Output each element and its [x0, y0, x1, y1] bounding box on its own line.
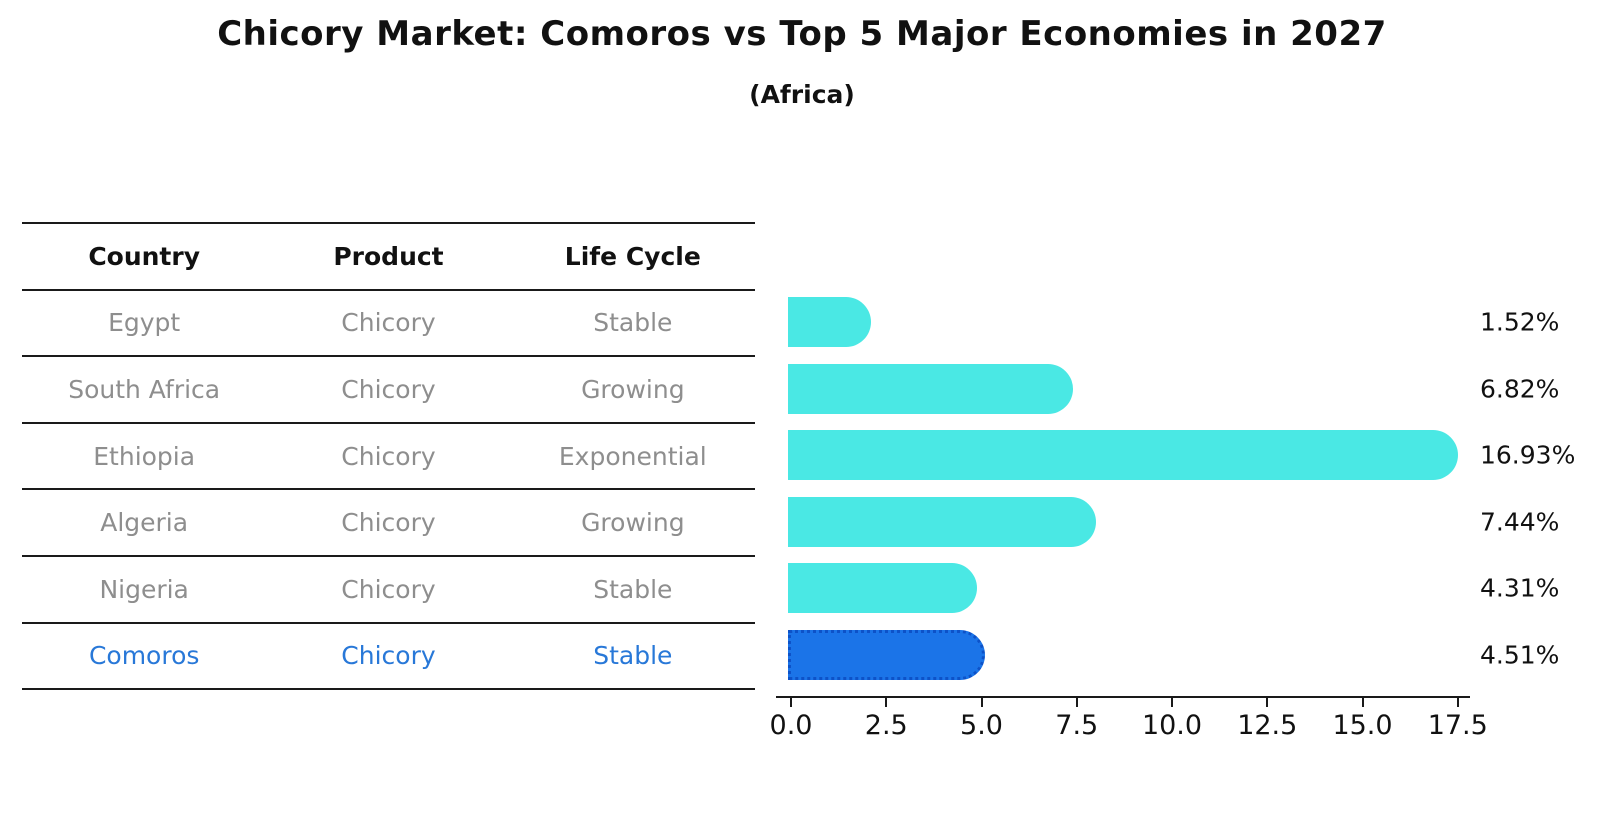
- bar: [788, 563, 978, 614]
- table-row: Comoros Chicory Stable: [22, 621, 755, 689]
- value-label: 4.51%: [1480, 640, 1560, 670]
- x-axis-tick-label: 5.0: [960, 710, 1003, 741]
- x-axis-tick: [1266, 698, 1269, 707]
- x-axis-tick: [1361, 698, 1364, 707]
- cell-country: Nigeria: [99, 574, 189, 604]
- cell-life-cycle: Growing: [581, 508, 685, 538]
- x-axis-tick-label: 7.5: [1055, 710, 1099, 741]
- bar: [788, 296, 871, 347]
- cell-country: Ethiopia: [93, 441, 196, 471]
- x-axis-tick: [790, 698, 792, 707]
- x-axis-line: [776, 696, 1470, 698]
- x-axis-tick-label: 17.5: [1427, 710, 1488, 741]
- value-label: 7.44%: [1480, 507, 1560, 537]
- value-label: 1.52%: [1480, 307, 1560, 337]
- table-row: Egypt Chicory Stable: [22, 288, 755, 356]
- x-axis-tick: [1171, 698, 1173, 707]
- cell-product: Chicory: [341, 308, 436, 338]
- table-header-row: Country Product Life Cycle: [22, 222, 755, 289]
- value-label: 16.93%: [1480, 440, 1576, 470]
- cell-product: Chicory: [341, 374, 436, 404]
- column-header: Country: [88, 241, 201, 271]
- x-axis-tick: [1456, 698, 1459, 707]
- x-axis-tick-label: 12.5: [1237, 710, 1298, 741]
- cell-product: Chicory: [341, 574, 436, 604]
- comparison-table: Country Product Life Cycle Egypt Chicory Sta…: [22, 222, 755, 690]
- cell-country: Comoros: [88, 641, 200, 671]
- cell-product: Chicory: [341, 641, 436, 671]
- column-header: Product: [333, 241, 444, 271]
- cell-country: South Africa: [68, 374, 221, 404]
- column-header: Life Cycle: [564, 241, 701, 271]
- table-row: South Africa Chicory Growing: [22, 355, 755, 422]
- cell-country: Algeria: [100, 508, 189, 538]
- bar: [788, 430, 1459, 481]
- chart-subtitle: (Africa): [749, 80, 855, 109]
- cell-life-cycle: Growing: [581, 374, 685, 404]
- cell-life-cycle: Stable: [593, 308, 673, 338]
- table-row: Nigeria Chicory Stable: [22, 555, 755, 622]
- table-row: Algeria Chicory Growing: [22, 488, 755, 555]
- cell-product: Chicory: [341, 441, 436, 471]
- x-axis-tick-label: 2.5: [864, 710, 908, 741]
- x-axis-tick-label: 10.0: [1141, 710, 1203, 741]
- x-axis-tick: [1075, 698, 1078, 707]
- highlight-bar: [788, 629, 985, 680]
- cell-life-cycle: Stable: [593, 574, 673, 604]
- x-axis-tick-label: 0.0: [769, 710, 813, 741]
- value-label: 4.31%: [1480, 573, 1560, 603]
- bar: [788, 363, 1073, 414]
- cell-country: Egypt: [108, 308, 181, 338]
- cell-product: Chicory: [341, 508, 436, 538]
- cell-life-cycle: Exponential: [558, 441, 707, 471]
- x-axis-tick: [980, 698, 983, 707]
- chart-title: Chicory Market: Comoros vs Top 5 Major E…: [217, 14, 1387, 54]
- x-axis-tick: [885, 698, 888, 707]
- table-row: Ethiopia Chicory Exponential: [22, 421, 755, 489]
- value-label: 6.82%: [1480, 374, 1560, 403]
- bar: [788, 496, 1097, 547]
- cell-life-cycle: Stable: [593, 641, 673, 671]
- x-axis-tick-label: 15.0: [1332, 710, 1393, 741]
